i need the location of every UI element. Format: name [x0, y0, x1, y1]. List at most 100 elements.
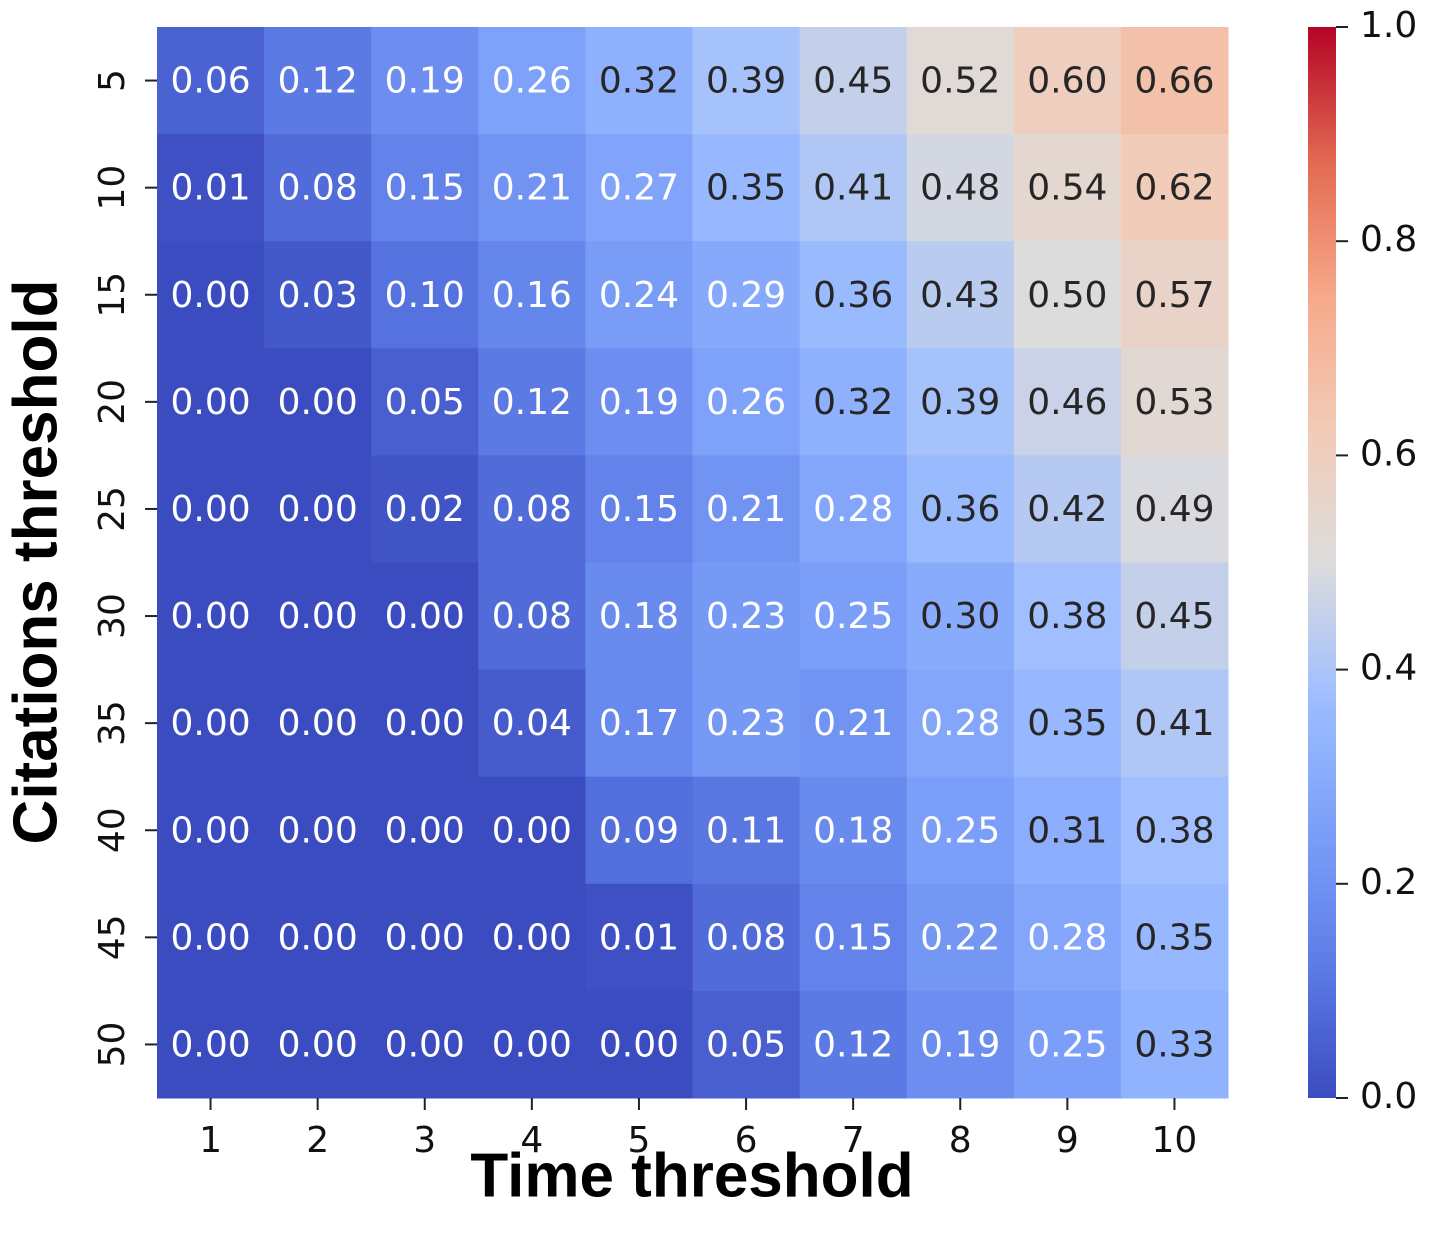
heatmap-cell [157, 669, 265, 778]
cell-label: 0.00 [278, 703, 358, 744]
heatmap-cell [264, 241, 372, 349]
colorbar-tick-label: 1.0 [1360, 5, 1417, 46]
heatmap-cell [799, 990, 908, 1099]
cell-label: 0.35 [1027, 703, 1107, 744]
heatmap-cell [1013, 134, 1122, 242]
cell-label: 0.12 [492, 382, 572, 423]
heatmap-cell [371, 241, 479, 349]
cell-label: 0.23 [706, 596, 786, 637]
cell-label: 0.46 [1027, 382, 1107, 423]
cell-label: 0.00 [385, 810, 465, 851]
heatmap-cell [692, 348, 801, 456]
heatmap-cell [585, 455, 693, 563]
cell-label: 0.29 [706, 275, 786, 316]
cell-label: 0.00 [170, 1024, 250, 1065]
heatmap-cell [264, 669, 372, 778]
cell-label: 0.00 [170, 596, 250, 637]
cell-label: 0.18 [813, 810, 893, 851]
cell-label: 0.05 [706, 1024, 786, 1065]
heatmap-cell [371, 562, 479, 671]
heatmap-cell [371, 883, 479, 992]
cell-label: 0.60 [1027, 61, 1107, 102]
cell-label: 0.39 [920, 382, 1000, 423]
heatmap-cell [906, 562, 1015, 671]
heatmap-cell [799, 455, 908, 563]
heatmap-cell [371, 990, 479, 1099]
cell-label: 0.00 [170, 275, 250, 316]
cell-label: 0.50 [1027, 275, 1107, 316]
cell-label: 0.01 [599, 917, 679, 958]
heatmap-cell [1120, 27, 1229, 135]
x-tick-label: 3 [413, 1120, 436, 1161]
heatmap-cell [692, 883, 801, 992]
cell-label: 0.62 [1134, 168, 1214, 209]
cell-label: 0.45 [813, 61, 893, 102]
heatmap-cell [264, 776, 372, 885]
heatmap-cell [585, 348, 693, 456]
colorbar-tick-label: 0.0 [1360, 1076, 1417, 1117]
heatmap-cell [906, 990, 1015, 1099]
colorbar-tick-label: 0.8 [1360, 219, 1417, 260]
y-tick-label: 40 [92, 807, 133, 853]
cell-label: 0.18 [599, 596, 679, 637]
heatmap-cell [264, 455, 372, 563]
heatmap-cell [692, 990, 801, 1099]
cell-label: 0.42 [1027, 489, 1107, 530]
cell-label: 0.27 [599, 168, 679, 209]
cell-label: 0.00 [385, 596, 465, 637]
cell-label: 0.00 [385, 703, 465, 744]
y-tick-label: 20 [92, 379, 133, 425]
heatmap-cell [1013, 455, 1122, 563]
heatmap-cell [799, 883, 908, 992]
cell-label: 0.00 [492, 1024, 572, 1065]
heatmap-cell [478, 455, 586, 563]
heatmap-cell [585, 990, 693, 1099]
cell-label: 0.00 [170, 703, 250, 744]
heatmap-cell [157, 455, 265, 563]
cell-label: 0.15 [385, 168, 465, 209]
heatmap-cell [1013, 241, 1122, 349]
colorbar [1308, 27, 1336, 1098]
cell-label: 0.28 [920, 703, 1000, 744]
heatmap-cell [264, 134, 372, 242]
cell-label: 0.36 [813, 275, 893, 316]
cell-label: 0.16 [492, 275, 572, 316]
cell-label: 0.25 [1027, 1024, 1107, 1065]
cell-label: 0.35 [706, 168, 786, 209]
heatmap-cell [371, 134, 479, 242]
cell-label: 0.06 [170, 61, 250, 102]
cell-label: 0.36 [920, 489, 1000, 530]
y-tick-label: 30 [92, 593, 133, 639]
heatmap-cell [478, 883, 586, 992]
cell-label: 0.02 [385, 489, 465, 530]
cell-label: 0.00 [278, 1024, 358, 1065]
cell-label: 0.33 [1134, 1024, 1214, 1065]
heatmap-cell [264, 883, 372, 992]
heatmap-cell [157, 241, 265, 349]
cell-label: 0.10 [385, 275, 465, 316]
cell-label: 0.54 [1027, 168, 1107, 209]
y-tick-label: 15 [92, 272, 133, 318]
heatmap-cell [371, 776, 479, 885]
heatmap-cell [799, 562, 908, 671]
cell-label: 0.26 [706, 382, 786, 423]
x-tick-label: 2 [306, 1120, 329, 1161]
heatmap-cell [1013, 883, 1122, 992]
heatmap-cell [478, 27, 586, 135]
cell-label: 0.08 [492, 489, 572, 530]
heatmap-cell [1013, 669, 1122, 778]
y-tick-label: 10 [92, 165, 133, 211]
heatmap-cell [264, 990, 372, 1099]
x-tick-label: 6 [735, 1120, 758, 1161]
heatmap-cell [478, 134, 586, 242]
heatmap-cell [799, 348, 908, 456]
heatmap-cell [157, 562, 265, 671]
cell-label: 0.00 [170, 917, 250, 958]
cell-label: 0.00 [278, 810, 358, 851]
cell-label: 0.00 [278, 489, 358, 530]
heatmap-cell [371, 27, 479, 135]
cell-label: 0.38 [1027, 596, 1107, 637]
y-tick-label: 50 [92, 1022, 133, 1068]
cell-label: 0.11 [706, 810, 786, 851]
cell-label: 0.12 [278, 61, 358, 102]
